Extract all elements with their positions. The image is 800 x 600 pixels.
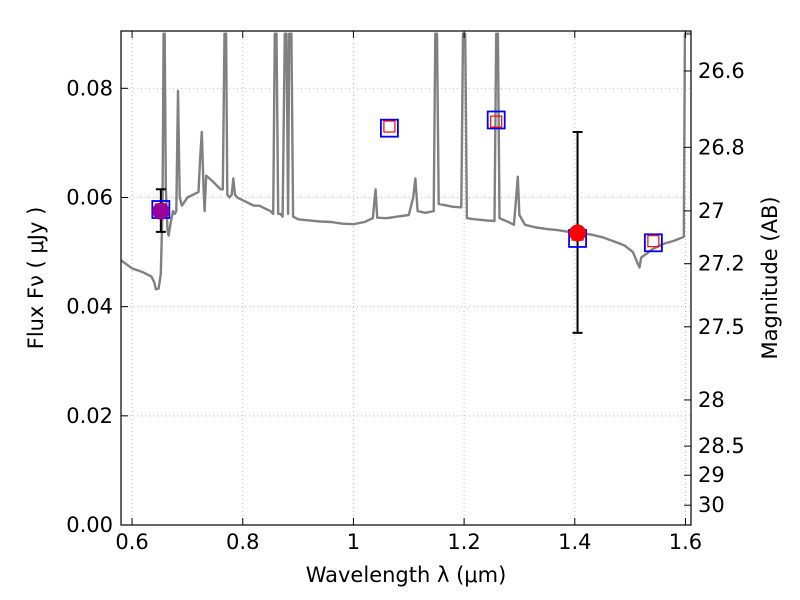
x-tick-label: 0.8 bbox=[226, 530, 259, 554]
y-axis-left: 0.00 0.02 0.04 0.06 0.08 bbox=[66, 76, 128, 537]
plot-frame bbox=[120, 30, 692, 526]
mag-tick-label: 28 bbox=[698, 388, 725, 412]
mag-tick-label: 26.6 bbox=[698, 59, 745, 83]
x-tick-label: 1.6 bbox=[669, 530, 702, 554]
predicted-flux-square bbox=[647, 235, 660, 248]
mag-tick-label: 29 bbox=[698, 463, 725, 487]
model-photometry-square bbox=[643, 233, 663, 253]
x-tick-label: 1.4 bbox=[558, 530, 591, 554]
x-tick-label: 1 bbox=[347, 530, 360, 554]
mag-tick-label: 28.5 bbox=[698, 434, 745, 458]
y-axis-right: 26.6 26.8 27 27.2 27.5 28 28.5 29 30 bbox=[684, 59, 745, 517]
mag-tick-label: 27.5 bbox=[698, 315, 745, 339]
points-layer bbox=[151, 110, 663, 334]
x-tick-label: 1.2 bbox=[447, 530, 480, 554]
predicted-flux-square bbox=[383, 120, 396, 133]
predicted-flux-square bbox=[490, 115, 503, 128]
y-tick-label: 0.04 bbox=[66, 295, 113, 319]
model-spectrum-line bbox=[121, 32, 691, 291]
model-photometry-square bbox=[486, 110, 506, 130]
x-tick-label: 0.6 bbox=[115, 530, 148, 554]
y-axis-right-title: Magnitude (AB) bbox=[758, 196, 782, 359]
spectrum-layer bbox=[121, 32, 691, 291]
plot-area bbox=[121, 31, 691, 525]
grid-lines bbox=[121, 31, 691, 525]
y-tick-label: 0.02 bbox=[66, 404, 113, 428]
mag-tick-label: 27 bbox=[698, 199, 725, 223]
mag-tick-label: 27.2 bbox=[698, 252, 745, 276]
mag-tick-label: 26.8 bbox=[698, 135, 745, 159]
y-tick-label: 0.08 bbox=[66, 76, 113, 100]
y-tick-label: 0.00 bbox=[66, 513, 113, 537]
model-photometry-square bbox=[379, 118, 399, 138]
y-tick-label: 0.06 bbox=[66, 185, 113, 209]
mag-tick-label: 30 bbox=[698, 493, 725, 517]
measured-flux-point bbox=[569, 224, 587, 242]
y-axis-left-title: Flux Fν ( μJy ) bbox=[24, 207, 48, 350]
x-axis-title: Wavelength λ (μm) bbox=[306, 563, 507, 587]
x-axis: 0.6 0.8 1 1.2 1.4 1.6 bbox=[115, 31, 702, 554]
measured-flux-point bbox=[152, 202, 170, 220]
